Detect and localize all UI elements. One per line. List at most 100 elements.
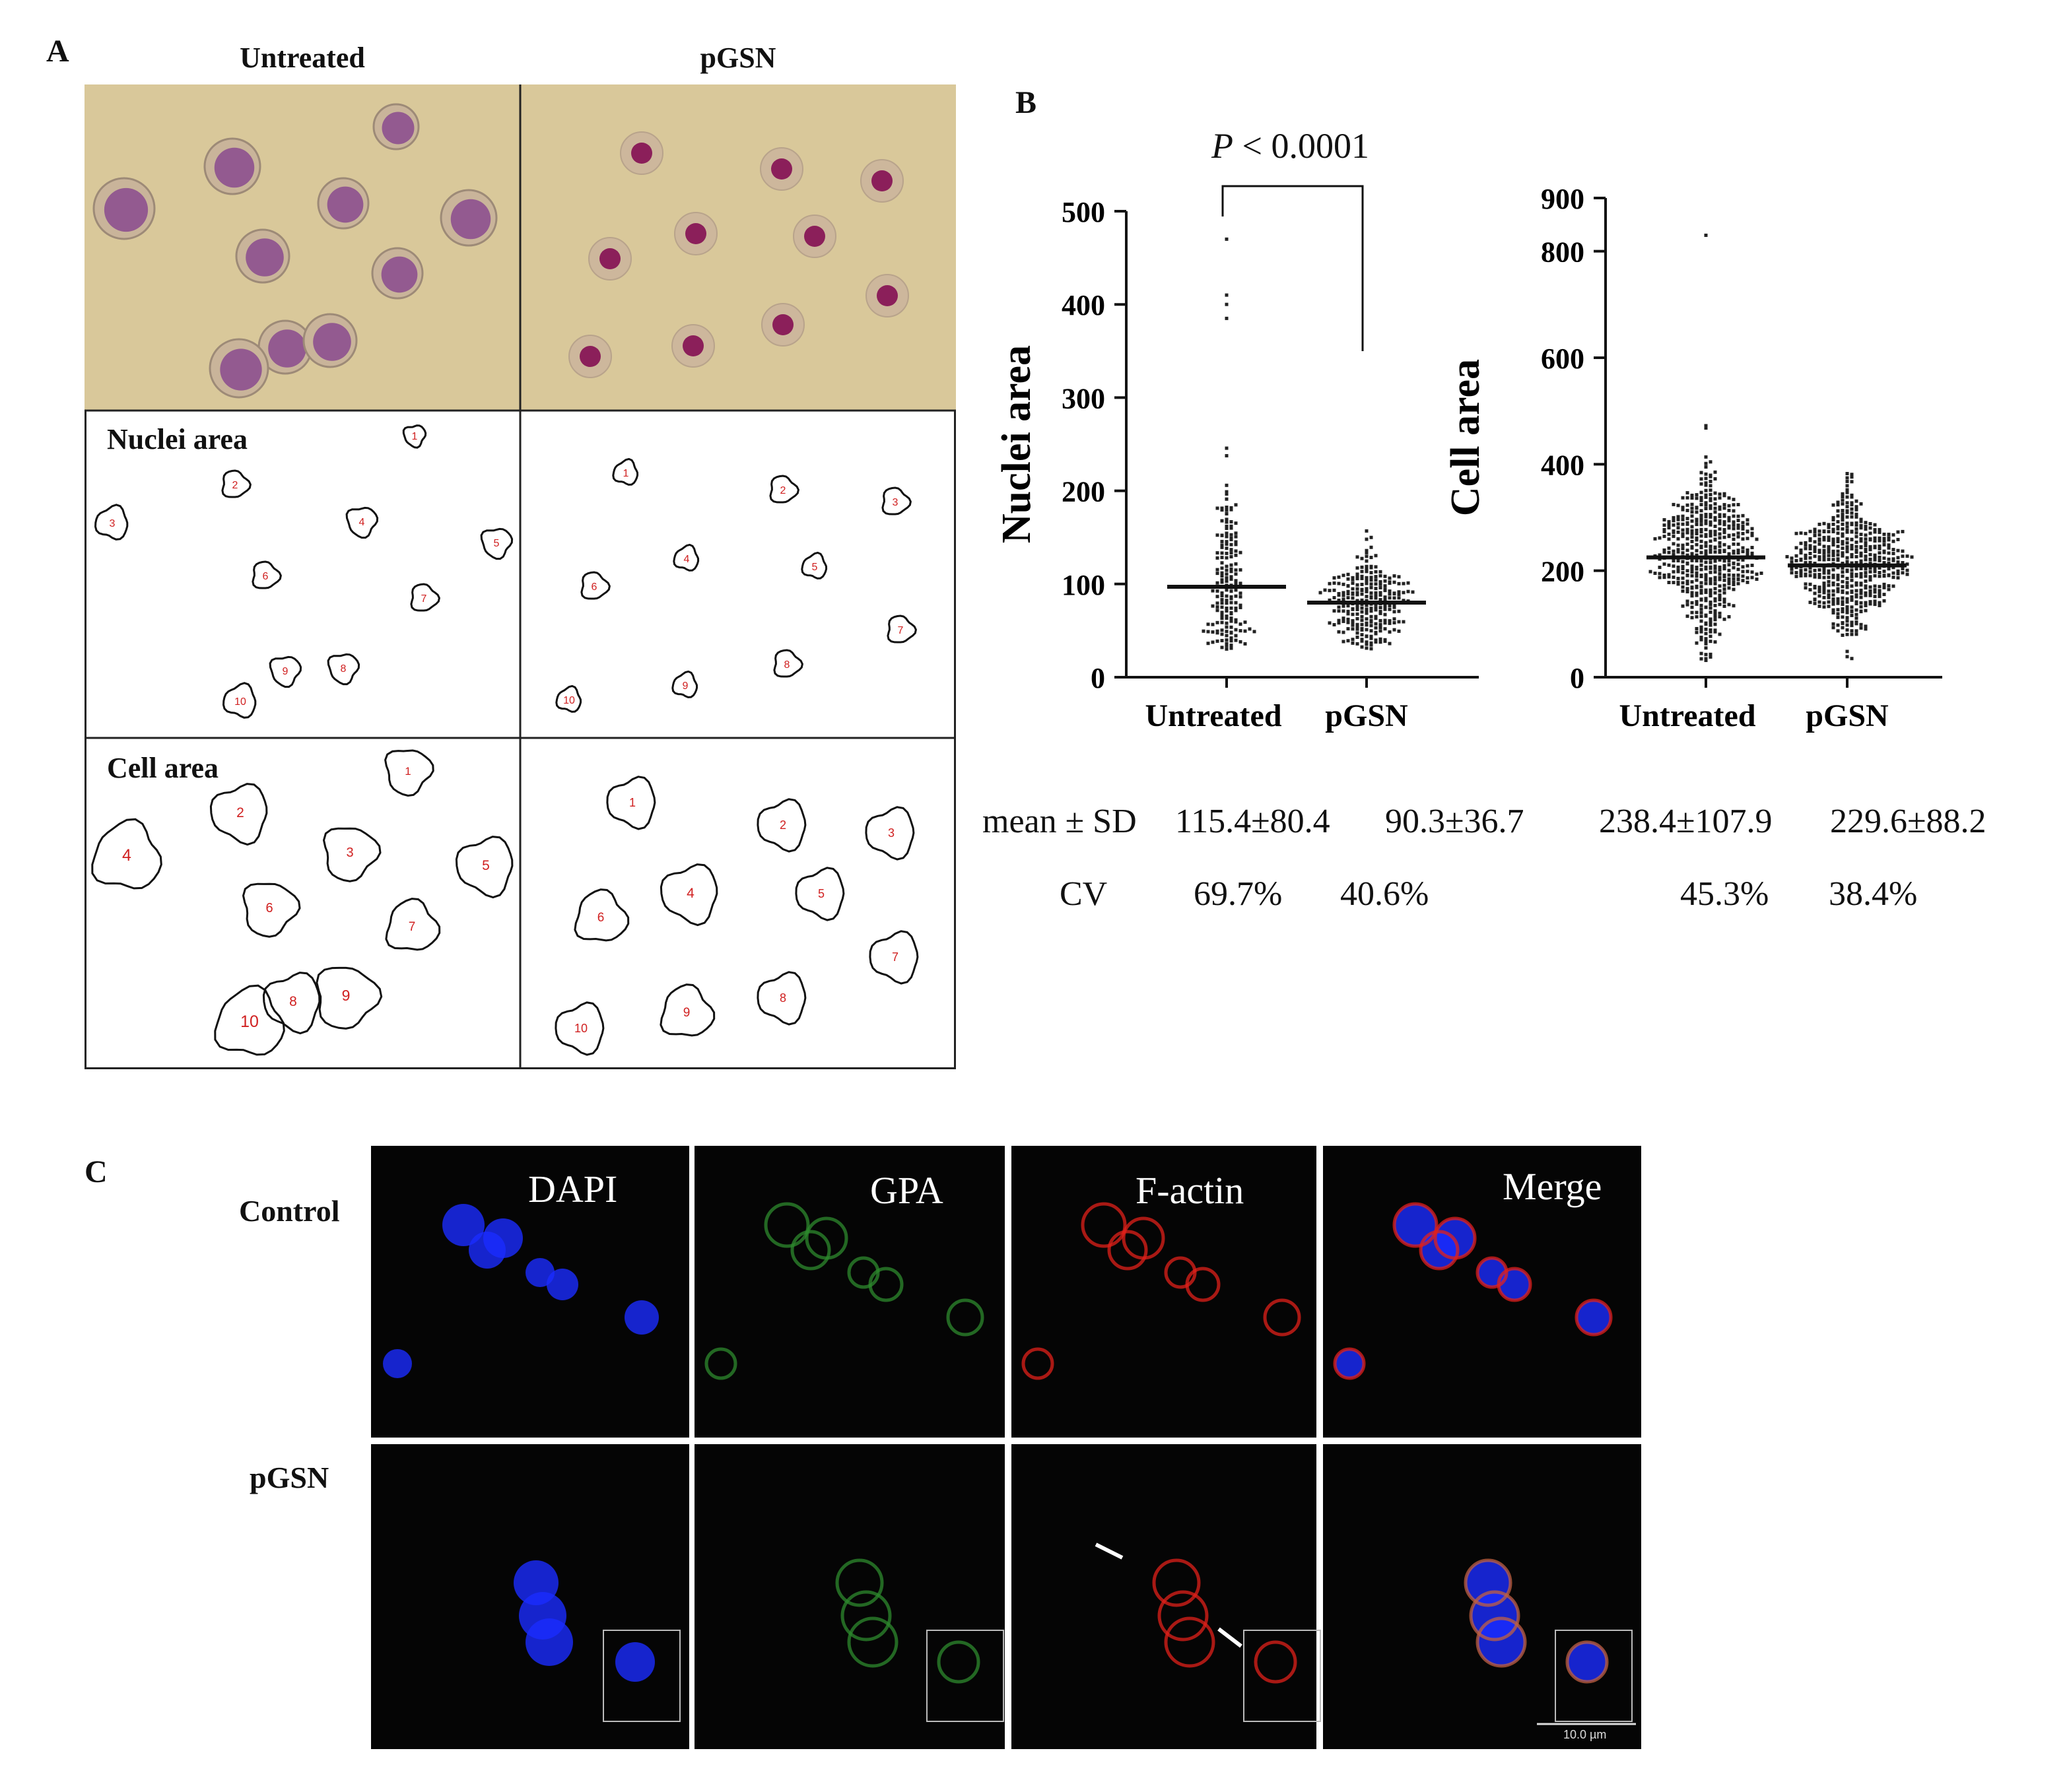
- data-point: [1229, 533, 1233, 537]
- data-point: [1850, 572, 1854, 576]
- cell-signal: [1164, 1616, 1215, 1668]
- data-point: [1718, 611, 1722, 615]
- data-point: [1355, 624, 1359, 628]
- data-point: [1845, 521, 1849, 525]
- data-point: [1827, 525, 1831, 529]
- data-point: [1887, 557, 1891, 561]
- data-point: [1378, 593, 1382, 597]
- data-point: [1365, 576, 1369, 580]
- data-point: [1328, 581, 1332, 585]
- data-point: [1713, 597, 1717, 601]
- data-point: [1225, 237, 1229, 241]
- data-point: [1808, 537, 1812, 541]
- data-point: [1369, 634, 1373, 638]
- data-point: [1662, 576, 1666, 580]
- data-point: [1369, 535, 1373, 539]
- data-point: [1704, 552, 1708, 556]
- data-point: [1378, 629, 1382, 633]
- data-point: [1378, 582, 1382, 586]
- data-point: [1722, 559, 1726, 563]
- data-point: [1831, 576, 1835, 580]
- nuclei-outline-pgsn: [887, 614, 917, 644]
- data-point: [1341, 630, 1345, 634]
- data-point: [1718, 519, 1722, 523]
- nuclei-outline-untreated-label: 10: [234, 696, 246, 708]
- data-point: [1722, 506, 1726, 510]
- data-point: [1681, 514, 1685, 518]
- data-point: [1822, 605, 1826, 609]
- data-point: [1699, 657, 1703, 661]
- data-point: [1332, 596, 1336, 600]
- data-point: [1741, 514, 1745, 517]
- data-point: [1355, 631, 1359, 635]
- data-point: [1891, 548, 1895, 552]
- data-point: [1827, 558, 1831, 562]
- data-point: [1841, 590, 1845, 594]
- data-point: [1667, 575, 1671, 579]
- data-point: [1868, 578, 1872, 582]
- data-point: [1845, 576, 1849, 580]
- data-point: [1732, 549, 1736, 553]
- cell-signal: [625, 1300, 659, 1335]
- data-point: [1859, 588, 1863, 592]
- data-point: [1699, 651, 1703, 655]
- data-point: [1332, 623, 1336, 627]
- data-point: [1341, 597, 1345, 601]
- data-point: [1873, 584, 1877, 588]
- data-point: [1727, 552, 1731, 556]
- data-point: [1681, 508, 1685, 512]
- nuclei-outline-untreated: [480, 527, 514, 560]
- cell-signal: [868, 1267, 904, 1302]
- data-point: [1850, 521, 1854, 525]
- data-point: [1827, 569, 1831, 573]
- data-point: [1804, 541, 1808, 545]
- data-point: [1378, 637, 1382, 641]
- data-point: [1699, 625, 1703, 629]
- data-point: [1681, 522, 1685, 526]
- data-point: [1704, 233, 1708, 237]
- data-point: [1332, 609, 1336, 613]
- data-point: [1836, 608, 1840, 612]
- data-point: [1704, 613, 1708, 617]
- data-point: [1378, 570, 1382, 574]
- data-point: [1859, 537, 1863, 541]
- data-point: [1225, 497, 1229, 501]
- data-point: [1220, 578, 1224, 582]
- data-point: [1727, 573, 1731, 577]
- cell-signal: [1469, 1590, 1520, 1642]
- data-point: [1831, 599, 1835, 603]
- data-point: [1841, 561, 1845, 565]
- data-point: [1896, 537, 1900, 541]
- data-point: [1854, 512, 1858, 516]
- data-point: [1822, 576, 1826, 580]
- data-point: [1727, 504, 1731, 508]
- data-point: [1905, 568, 1909, 572]
- untreated-nucleus: [214, 147, 255, 188]
- data-point: [1704, 503, 1708, 507]
- data-point: [1229, 543, 1233, 547]
- y-tick-label: 600: [1541, 343, 1584, 375]
- data-point: [1658, 576, 1662, 580]
- data-point: [1360, 576, 1364, 580]
- data-point: [1690, 580, 1694, 583]
- data-point: [1850, 610, 1854, 614]
- data-point: [1704, 578, 1708, 582]
- data-point: [1695, 548, 1699, 552]
- data-point: [1732, 498, 1736, 502]
- data-point: [1238, 595, 1242, 599]
- data-point: [1378, 618, 1382, 622]
- data-point: [1864, 554, 1868, 558]
- data-point: [1229, 575, 1233, 579]
- data-point: [1704, 535, 1708, 539]
- data-point: [1234, 540, 1238, 544]
- data-point: [1238, 640, 1242, 644]
- data-point: [1822, 521, 1826, 525]
- data-point: [1378, 626, 1382, 630]
- cell-signal: [1333, 1347, 1366, 1380]
- data-point: [1695, 585, 1699, 589]
- data-point: [1225, 644, 1229, 647]
- data-point: [1365, 581, 1369, 585]
- data-point: [1699, 611, 1703, 614]
- data-point: [1374, 582, 1378, 586]
- data-point: [1859, 575, 1863, 579]
